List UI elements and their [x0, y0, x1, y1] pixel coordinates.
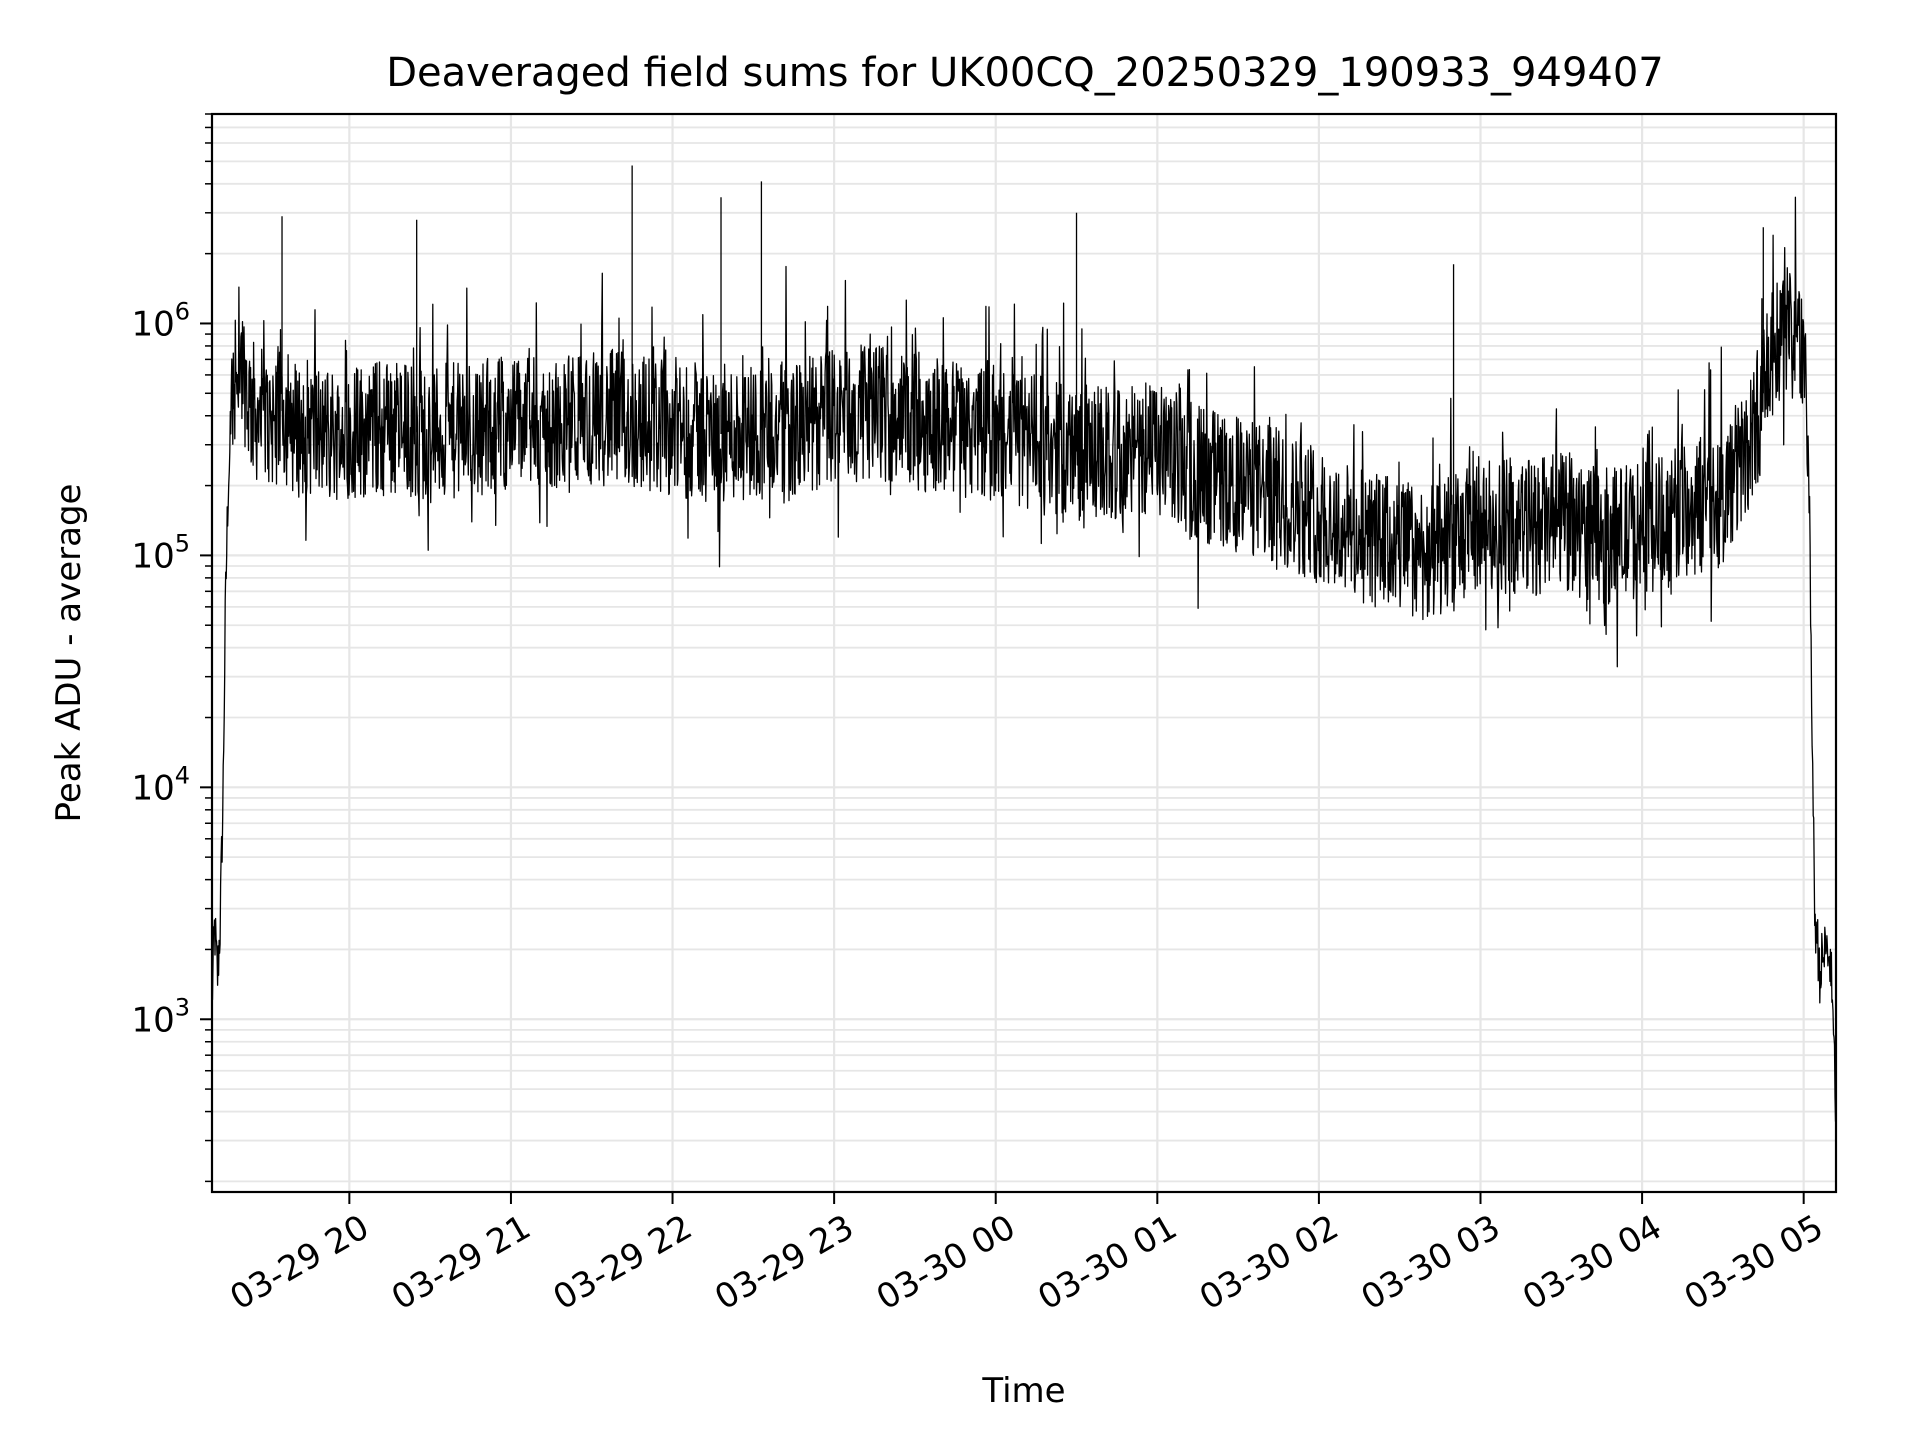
- y-tick-label: 104: [131, 761, 190, 808]
- y-tick-label: 103: [131, 993, 190, 1040]
- chart-title: Deaveraged field sums for UK00CQ_2025032…: [386, 50, 1664, 96]
- plot-frame: [210, 112, 1838, 1194]
- series-layer: [212, 165, 1836, 1122]
- series-line: [212, 196, 1836, 1122]
- y-tick-label: 105: [131, 529, 190, 576]
- x-axis-label: Time: [981, 1371, 1065, 1411]
- grid-lines: [212, 113, 1836, 1192]
- y-tick-label: 106: [131, 297, 190, 344]
- y-axis-label: Peak ADU - average: [49, 484, 89, 823]
- y-axis: 103 104 105 106: [131, 113, 212, 1183]
